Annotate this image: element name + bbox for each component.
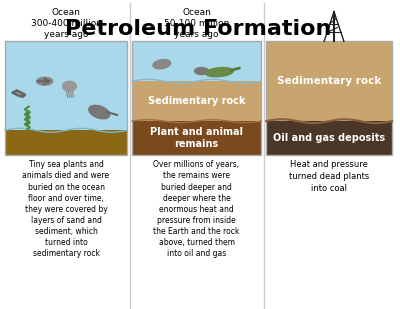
- FancyBboxPatch shape: [5, 130, 127, 155]
- Text: Heat and pressure
turned dead plants
into coal: Heat and pressure turned dead plants int…: [289, 160, 369, 193]
- FancyBboxPatch shape: [132, 81, 261, 121]
- Text: Sedimentary rock: Sedimentary rock: [148, 96, 245, 106]
- Text: Petroleum Formation: Petroleum Formation: [65, 19, 332, 39]
- Text: Sedimentary rock: Sedimentary rock: [277, 76, 381, 86]
- Text: Ocean
50-100 million
years ago: Ocean 50-100 million years ago: [164, 8, 229, 39]
- FancyBboxPatch shape: [132, 121, 261, 155]
- FancyBboxPatch shape: [266, 121, 392, 155]
- Ellipse shape: [206, 68, 233, 77]
- Text: Ocean
300-400 million
years ago: Ocean 300-400 million years ago: [30, 8, 102, 39]
- Ellipse shape: [62, 81, 76, 91]
- FancyBboxPatch shape: [266, 41, 392, 121]
- Text: Oil and gas deposits: Oil and gas deposits: [273, 133, 385, 143]
- Text: Over millions of years,
the remains were
buried deeper and
deeper where the
enor: Over millions of years, the remains were…: [153, 160, 240, 258]
- Ellipse shape: [89, 105, 110, 119]
- Ellipse shape: [153, 60, 171, 69]
- Text: Tiny sea plants and
animals died and were
buried on the ocean
floor and over tim: Tiny sea plants and animals died and wer…: [22, 160, 110, 258]
- FancyBboxPatch shape: [5, 41, 127, 130]
- FancyBboxPatch shape: [132, 41, 261, 81]
- Ellipse shape: [194, 68, 208, 74]
- Text: Plant and animal
remains: Plant and animal remains: [150, 127, 243, 149]
- Ellipse shape: [37, 77, 53, 85]
